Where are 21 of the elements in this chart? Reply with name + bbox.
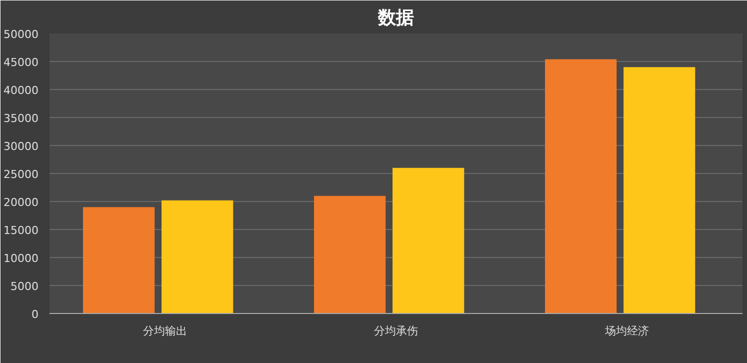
x-tick-label: 分均输出 (143, 324, 187, 338)
bar (392, 168, 464, 314)
y-tick-label: 5000 (10, 280, 39, 293)
bar (544, 59, 617, 314)
y-tick-label: 0 (32, 308, 38, 321)
y-tick-label: 40000 (4, 84, 39, 97)
y-tick-label: 20000 (4, 196, 39, 209)
chart-title: 数据 (377, 8, 414, 28)
y-tick-label: 15000 (4, 224, 39, 237)
x-tick-label: 分均承伤 (374, 324, 418, 338)
y-tick-label: 30000 (4, 140, 39, 153)
y-tick-label: 45000 (4, 56, 39, 69)
x-tick-label: 场均经济 (604, 324, 649, 338)
bar (82, 207, 155, 314)
y-tick-label: 25000 (4, 168, 39, 181)
bar (162, 200, 234, 314)
y-tick-label: 35000 (4, 112, 39, 125)
bar (314, 196, 386, 314)
bar (624, 67, 696, 314)
y-tick-label: 50000 (4, 28, 39, 41)
y-tick-label: 10000 (4, 252, 39, 265)
